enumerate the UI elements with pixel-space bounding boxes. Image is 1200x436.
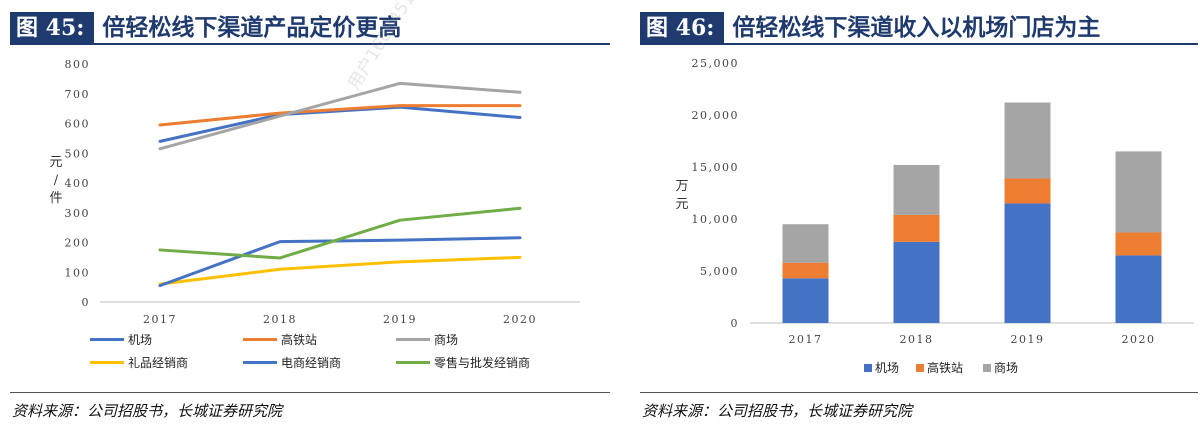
legend-label: 礼品经销商 — [128, 356, 189, 370]
y-tick-label: 700 — [65, 88, 91, 101]
figure-title: 倍轻松线下渠道产品定价更高 — [102, 15, 402, 41]
legend-swatch — [396, 361, 430, 364]
legend-swatch — [396, 338, 430, 341]
figure-number: 图 45: — [10, 12, 95, 44]
legend-label: 高铁站 — [927, 361, 964, 375]
x-tick-label: 2020 — [1122, 333, 1156, 346]
figure-title-bar: 图 46: 倍轻松线下渠道收入以机场门店为主 — [640, 12, 1100, 44]
legend-item: 商场 — [396, 331, 458, 348]
legend-swatch — [864, 363, 872, 372]
legend-swatch — [916, 363, 924, 372]
y-axis-label: 元 — [49, 155, 62, 170]
bar-segment — [1004, 203, 1051, 323]
y-axis-label: 万 — [675, 179, 688, 194]
bar-segment — [1115, 232, 1162, 256]
x-tick-label: 2017 — [143, 313, 177, 326]
legend-item: 商场 — [983, 359, 1018, 376]
bar-segment — [1004, 102, 1051, 179]
bar-segment — [1115, 151, 1162, 233]
series-line — [158, 104, 522, 127]
y-tick-label: 600 — [65, 118, 91, 131]
bar-chart-panel: 图 46: 倍轻松线下渠道收入以机场门店为主 0 5,000 10,000 15,00… — [636, 0, 1200, 436]
y-axis-label: 件 — [49, 191, 62, 206]
series-line — [158, 206, 522, 260]
y-tick-label: 500 — [65, 147, 91, 160]
figure-title: 倍轻松线下渠道收入以机场门店为主 — [732, 15, 1101, 41]
bar-segment — [893, 164, 940, 215]
legend-label: 电商经销商 — [281, 356, 342, 370]
legend-label: 机场 — [875, 361, 900, 375]
title-underline — [10, 43, 610, 45]
y-axis-label: / — [54, 173, 59, 188]
series-line — [158, 105, 522, 143]
title-underline — [640, 43, 1198, 45]
bar-segment — [782, 278, 829, 323]
source-divider — [10, 392, 610, 393]
legend-label: 机场 — [128, 333, 153, 347]
legend-swatch — [90, 361, 124, 364]
source-note: 资料来源：公司招股书，长城证券研究院 — [642, 402, 913, 420]
legend-item: 机场 — [864, 359, 899, 376]
series-line — [158, 236, 522, 288]
y-tick-label: 400 — [65, 177, 91, 190]
y-tick-label: 800 — [65, 58, 91, 71]
legend-label: 高铁站 — [281, 333, 318, 347]
figure-number: 图 46: — [640, 12, 725, 44]
legend-item: 机场 — [90, 331, 152, 348]
x-tick-label: 2017 — [789, 333, 823, 346]
y-tick-label: 20,000 — [692, 109, 740, 122]
legend-item: 零售与批发经销商 — [396, 354, 530, 371]
legend-item: 高铁站 — [916, 359, 963, 376]
legend-swatch — [243, 361, 277, 364]
series-line — [158, 81, 522, 151]
bar-segment — [893, 214, 940, 242]
legend-item: 高铁站 — [243, 331, 317, 348]
y-axis-label: 元 — [675, 197, 688, 212]
x-tick-label: 2019 — [1011, 333, 1045, 346]
legend-item: 电商经销商 — [243, 354, 341, 371]
legend-swatch — [243, 338, 277, 341]
bar-segment — [1115, 255, 1162, 323]
bar-chart: 0 5,000 10,000 15,000 20,000 25,000 2017 2018 20… — [675, 57, 1194, 346]
y-tick-label: 5,000 — [700, 265, 739, 278]
bar-segment — [1004, 178, 1051, 204]
y-tick-label: 25,000 — [692, 57, 740, 70]
bar-segment — [782, 262, 829, 279]
x-tick-label: 2018 — [900, 333, 934, 346]
legend-swatch — [90, 338, 124, 341]
y-tick-label: 100 — [65, 266, 91, 279]
x-tick-label: 2020 — [503, 313, 537, 326]
legend-label: 零售与批发经销商 — [434, 356, 531, 370]
y-tick-label: 10,000 — [692, 213, 740, 226]
legend-label: 商场 — [994, 361, 1019, 375]
figure-title-bar: 图 45: 倍轻松线下渠道产品定价更高 — [10, 12, 401, 44]
y-tick-label: 15,000 — [692, 161, 740, 174]
line-chart: 0 100 200 300 400 500 600 700 800 2017 2018 2019 202… — [49, 58, 580, 326]
line-chart-panel: 图 45: 倍轻松线下渠道产品定价更高 0 100 200 300 400 500 600 7… — [10, 0, 610, 420]
y-tick-label: 300 — [65, 207, 91, 220]
legend-item: 礼品经销商 — [90, 354, 188, 371]
bar-segment — [782, 224, 829, 263]
y-tick-label: 0 — [731, 317, 740, 330]
x-tick-label: 2019 — [383, 313, 417, 326]
x-tick-label: 2018 — [263, 313, 297, 326]
source-note: 资料来源：公司招股书，长城证券研究院 — [12, 402, 283, 420]
series-line — [158, 255, 522, 286]
legend-label: 商场 — [434, 333, 459, 347]
y-tick-label: 200 — [65, 237, 91, 250]
legend-swatch — [983, 363, 991, 372]
source-divider — [640, 392, 1198, 393]
y-tick-label: 0 — [82, 296, 91, 309]
bar-segment — [893, 241, 940, 323]
